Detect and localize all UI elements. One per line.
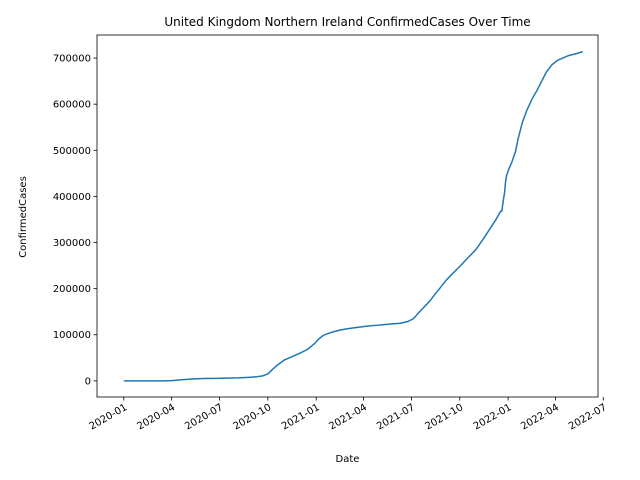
y-tick-label: 0 xyxy=(85,376,91,387)
y-tick-label: 500000 xyxy=(53,146,91,157)
plot-area xyxy=(96,34,599,398)
y-tick-label: 300000 xyxy=(53,238,91,249)
y-axis-ticks: 0 100000 200000 300000 400000 500000 600000 700… xyxy=(53,54,97,387)
chart-title: United Kingdom Northern Ireland Confirme… xyxy=(164,15,530,29)
axes-frame xyxy=(96,34,599,398)
y-tick-label: 100000 xyxy=(53,330,91,341)
x-axis-label: Date xyxy=(336,454,360,465)
series-line-0 xyxy=(123,50,583,382)
y-tick-label: 200000 xyxy=(53,284,91,295)
y-tick-label: 700000 xyxy=(53,54,91,65)
y-axis-label: ConfirmedCases xyxy=(18,176,29,258)
y-tick-label: 400000 xyxy=(53,192,91,203)
y-tick-label: 600000 xyxy=(53,100,91,111)
